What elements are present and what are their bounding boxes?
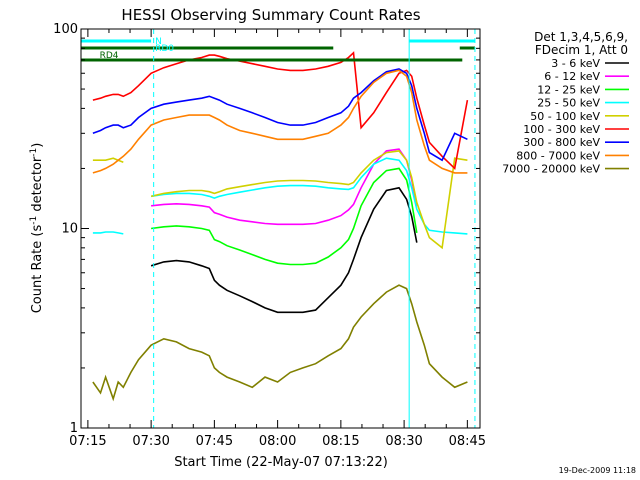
legend-label-6-12-kev: 6 - 12 keV	[544, 70, 600, 83]
series-line-25-50-kev	[92, 231, 124, 235]
legend-label-50-100-kev: 50 - 100 keV	[530, 110, 600, 123]
legend-label-300-800-kev: 300 - 800 keV	[523, 136, 600, 149]
rd0-state-label: RD0	[155, 44, 174, 54]
chart-title: HESSI Observing Summary Count Rates	[121, 6, 420, 24]
x-tick-label: 07:30	[132, 434, 169, 449]
series-line-3-6-kev	[150, 186, 418, 314]
y-axis-label: Count Rate (s-1 detector-1)	[29, 143, 45, 314]
x-tick-label: 08:30	[385, 434, 422, 449]
legend-header-line1: Det 1,3,4,5,6,9,	[534, 30, 628, 44]
y-tick-label: 1	[70, 421, 78, 436]
y-tick-label: 10	[61, 222, 78, 237]
axis-layer: 07:15 07:30 07:45 08:00 08:15 08:30 08:45 1 10 10…	[53, 22, 486, 449]
legend-label-100-300-kev: 100 - 300 keV	[523, 123, 600, 136]
x-tick-label: 08:00	[259, 434, 296, 449]
x-tick-label: 07:15	[69, 434, 106, 449]
series-line-12-25-kev	[150, 167, 418, 266]
legend-label-7000-20000-kev: 7000 - 20000 keV	[502, 163, 600, 176]
x-tick-label: 08:15	[322, 434, 359, 449]
x-tick-label: 08:45	[449, 434, 486, 449]
x-tick-label: 07:45	[196, 434, 233, 449]
legend-label-800-7000-kev: 800 - 7000 keV	[516, 149, 600, 162]
series-3-6-kev	[150, 186, 418, 314]
legend-label-12-25-kev: 12 - 25 keV	[537, 83, 600, 96]
series-line-25-50-kev	[150, 157, 468, 235]
series-25-50-kev	[92, 157, 468, 235]
legend-header-line2: FDecim 1, Att 0	[535, 43, 628, 57]
y-tick-label: 100	[53, 22, 78, 37]
n-state-label: N	[155, 37, 162, 47]
legend-label-3-6-kev: 3 - 6 keV	[551, 57, 600, 70]
series-line-50-100-kev	[150, 150, 468, 250]
generation-timestamp: 19-Dec-2009 11:18	[559, 466, 636, 475]
legend: Det 1,3,4,5,6,9, FDecim 1, Att 0 3 - 6 k…	[502, 30, 629, 176]
rd4-state-label: RD4	[100, 51, 119, 61]
series-12-25-kev	[150, 167, 418, 266]
x-axis-label: Start Time (22-May-07 07:13:22)	[174, 455, 388, 470]
legend-label-25-50-kev: 25 - 50 keV	[537, 97, 600, 110]
